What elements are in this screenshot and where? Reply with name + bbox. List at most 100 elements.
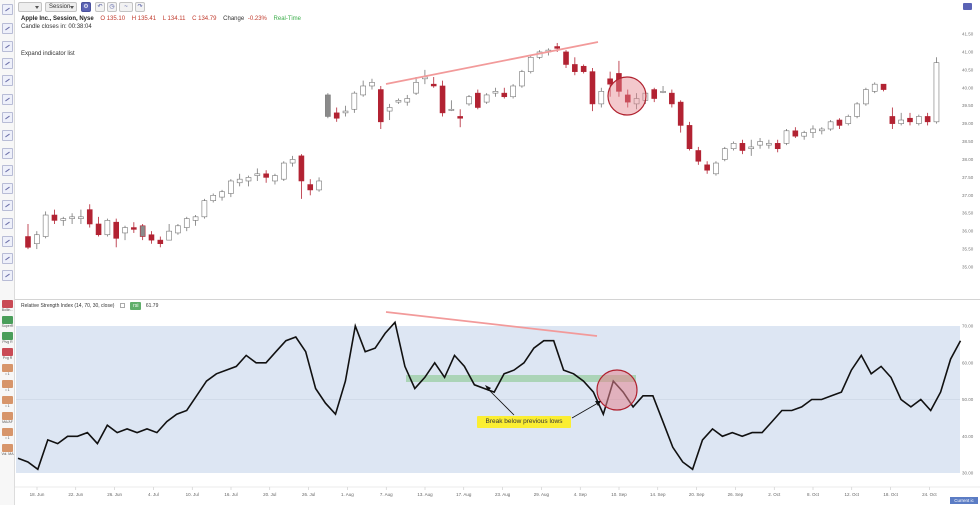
drawing-tool-icon[interactable]: [2, 236, 13, 247]
candle[interactable]: [916, 116, 922, 124]
candle[interactable]: [783, 130, 790, 144]
candle[interactable]: [148, 234, 155, 241]
candle[interactable]: [86, 209, 93, 225]
candle[interactable]: [483, 94, 490, 103]
candle[interactable]: [510, 85, 516, 98]
pane-divider[interactable]: [15, 299, 980, 300]
candle[interactable]: [60, 218, 67, 221]
candle[interactable]: [210, 195, 217, 201]
indicator-toggle[interactable]: Vol. MA: [1, 444, 14, 456]
drawing-tool-icon[interactable]: [2, 183, 13, 194]
candle[interactable]: [598, 91, 605, 105]
candle[interactable]: [192, 216, 199, 221]
candle[interactable]: [633, 98, 640, 105]
candle[interactable]: [660, 91, 666, 93]
candle[interactable]: [845, 116, 852, 124]
candle[interactable]: [836, 119, 843, 126]
candle[interactable]: [51, 214, 58, 221]
candle[interactable]: [572, 64, 578, 72]
drawing-tool-icon[interactable]: [2, 4, 13, 15]
drawing-tool-icon[interactable]: [2, 41, 13, 52]
candle[interactable]: [42, 214, 49, 237]
candle[interactable]: [245, 177, 252, 182]
candle[interactable]: [386, 107, 393, 112]
candle[interactable]: [219, 191, 225, 198]
candle[interactable]: [263, 173, 269, 178]
candle[interactable]: [289, 159, 296, 164]
candle[interactable]: [677, 101, 684, 126]
candle[interactable]: [792, 130, 799, 137]
undo-icon[interactable]: ↶: [95, 2, 105, 12]
candle[interactable]: [766, 143, 772, 146]
indicator-toggle[interactable]: Bollin...: [1, 300, 14, 312]
candle[interactable]: [519, 71, 525, 87]
camera-icon[interactable]: [963, 3, 972, 10]
candle[interactable]: [333, 112, 340, 119]
candle[interactable]: [863, 89, 869, 105]
candle[interactable]: [78, 216, 84, 219]
candle[interactable]: [492, 91, 499, 94]
indicator-toggle[interactable]: • 1: [1, 396, 14, 408]
candle[interactable]: [889, 116, 896, 124]
candle[interactable]: [607, 78, 613, 85]
line-icon[interactable]: ~: [119, 2, 133, 12]
candle[interactable]: [166, 230, 172, 241]
candle[interactable]: [325, 94, 331, 117]
candle[interactable]: [739, 143, 746, 151]
candle[interactable]: [395, 100, 402, 103]
drawing-tool-icon[interactable]: [2, 165, 13, 176]
candle[interactable]: [854, 103, 860, 117]
candle[interactable]: [439, 85, 446, 114]
settings-icon[interactable]: [119, 303, 125, 308]
drawing-tool-icon[interactable]: [2, 253, 13, 264]
drawing-tool-icon[interactable]: [2, 58, 13, 69]
candle[interactable]: [871, 83, 878, 92]
candle[interactable]: [34, 234, 40, 245]
price-highlight-circle[interactable]: [607, 76, 647, 116]
indicator-toggle[interactable]: • 1: [1, 428, 14, 440]
candle[interactable]: [122, 227, 128, 234]
candle[interactable]: [404, 98, 411, 103]
drawing-tool-icon[interactable]: [2, 23, 13, 34]
candle[interactable]: [342, 110, 349, 114]
candle[interactable]: [69, 216, 75, 219]
candle[interactable]: [616, 73, 622, 92]
indicator-toggle[interactable]: MA/AF: [1, 412, 14, 424]
candle[interactable]: [501, 92, 508, 98]
candle[interactable]: [157, 239, 164, 245]
candle[interactable]: [272, 175, 278, 182]
drawing-tool-icon[interactable]: [2, 130, 13, 141]
drawing-tool-icon[interactable]: [2, 75, 13, 86]
candle[interactable]: [898, 119, 904, 124]
candle[interactable]: [280, 162, 287, 180]
candle[interactable]: [907, 117, 913, 123]
gear-icon[interactable]: ⚙: [81, 2, 91, 12]
indicator-toggle[interactable]: SuperR: [1, 316, 14, 328]
candle[interactable]: [175, 225, 181, 234]
expand-indicator-link[interactable]: Expand indicator list: [21, 51, 75, 57]
candle[interactable]: [104, 220, 111, 236]
candle[interactable]: [713, 162, 719, 175]
candle[interactable]: [25, 236, 31, 248]
candle[interactable]: [113, 221, 119, 239]
candle[interactable]: [704, 164, 710, 171]
candle[interactable]: [228, 180, 234, 194]
candle[interactable]: [563, 51, 569, 65]
drawing-tool-icon[interactable]: [2, 200, 13, 211]
drawing-tool-icon[interactable]: [2, 94, 13, 105]
candle[interactable]: [466, 96, 472, 105]
indicator-toggle[interactable]: • 1: [1, 380, 14, 392]
candle[interactable]: [818, 128, 825, 132]
candle[interactable]: [457, 116, 463, 119]
candle[interactable]: [131, 227, 137, 230]
interval-select[interactable]: [18, 2, 42, 12]
candle[interactable]: [730, 143, 737, 150]
candle[interactable]: [924, 116, 931, 123]
candle[interactable]: [369, 82, 375, 87]
candle[interactable]: [201, 200, 208, 218]
candle[interactable]: [721, 148, 728, 160]
candle[interactable]: [554, 46, 561, 49]
indicator-toggle[interactable]: • 1: [1, 364, 14, 376]
candle[interactable]: [801, 132, 807, 137]
candle[interactable]: [360, 85, 366, 96]
